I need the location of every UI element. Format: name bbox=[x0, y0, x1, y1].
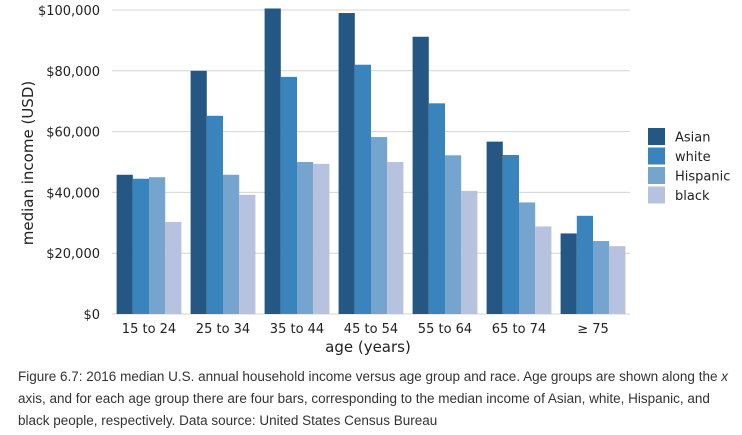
bar-black bbox=[313, 163, 330, 314]
caption-text-2: axis, and for each age group there are f… bbox=[18, 391, 710, 428]
legend-swatch bbox=[648, 147, 665, 165]
legend-label: white bbox=[675, 150, 711, 165]
x-tick-label: ≥ 75 bbox=[577, 322, 609, 337]
x-tick-label: 65 to 74 bbox=[492, 322, 546, 337]
x-tick-labels: 15 to 24 25 to 34 35 to 44 45 to 54 55 to 64… bbox=[122, 322, 609, 337]
bar-chart: $0 $20,000 $40,000 $60,000 $80,000 $100,000 1… bbox=[19, 4, 730, 356]
bar-black bbox=[535, 226, 552, 314]
legend-swatch bbox=[648, 128, 665, 145]
bar-asian bbox=[486, 141, 503, 314]
legend-swatch bbox=[648, 186, 665, 204]
bar-asian bbox=[264, 8, 281, 314]
y-tick-labels: $0 $20,000 $40,000 $60,000 $80,000 $100,000 bbox=[38, 4, 100, 323]
y-tick-label: $80,000 bbox=[46, 65, 100, 80]
bar-black bbox=[461, 190, 478, 314]
bar-white bbox=[132, 178, 149, 314]
caption-text-1: Figure 6.7: 2016 median U.S. annual hous… bbox=[18, 369, 722, 384]
legend-label: black bbox=[675, 189, 710, 204]
legend-label: Asian bbox=[675, 131, 710, 146]
y-tick-label: $100,000 bbox=[38, 4, 100, 19]
y-axis-label: median income (USD) bbox=[19, 81, 37, 245]
x-tick-label: 15 to 24 bbox=[122, 322, 176, 337]
x-tick-label: 55 to 64 bbox=[418, 322, 472, 337]
bar-hispanic bbox=[371, 137, 388, 314]
figure-caption: Figure 6.7: 2016 median U.S. annual hous… bbox=[18, 366, 730, 432]
bar-black bbox=[239, 194, 256, 314]
y-tick-label: $60,000 bbox=[46, 126, 100, 141]
bar-black bbox=[609, 246, 626, 314]
x-axis-label: age (years) bbox=[325, 338, 411, 356]
legend-label: Hispanic bbox=[675, 170, 730, 185]
bar-hispanic bbox=[593, 241, 610, 314]
bar-asian bbox=[560, 233, 577, 314]
x-tick-label: 25 to 34 bbox=[196, 322, 250, 337]
caption-axis-variable: x bbox=[721, 369, 728, 384]
bar-hispanic bbox=[519, 202, 536, 314]
bar-white bbox=[428, 103, 445, 314]
x-tick-label: 35 to 44 bbox=[270, 322, 324, 337]
bar-white bbox=[576, 215, 593, 314]
y-tick-label: $0 bbox=[83, 308, 100, 323]
bar-asian bbox=[116, 174, 133, 314]
bar-white bbox=[502, 155, 519, 314]
bar-hispanic bbox=[297, 162, 314, 314]
bar-asian bbox=[412, 36, 429, 314]
bar-white bbox=[354, 64, 371, 314]
bar-asian bbox=[338, 13, 355, 314]
legend: Asian white Hispanic black bbox=[648, 128, 730, 204]
bar-hispanic bbox=[445, 155, 462, 314]
bar-asian bbox=[190, 70, 207, 314]
bar-hispanic bbox=[223, 174, 240, 314]
bar-black bbox=[165, 221, 182, 314]
bars bbox=[116, 8, 626, 315]
y-tick-label: $20,000 bbox=[46, 247, 100, 262]
bar-hispanic bbox=[149, 177, 166, 314]
bar-black bbox=[387, 162, 404, 314]
legend-swatch bbox=[648, 167, 665, 184]
x-tick-label: 45 to 54 bbox=[344, 322, 398, 337]
bar-white bbox=[206, 115, 223, 315]
y-tick-label: $40,000 bbox=[46, 186, 100, 201]
bar-white bbox=[280, 76, 297, 314]
